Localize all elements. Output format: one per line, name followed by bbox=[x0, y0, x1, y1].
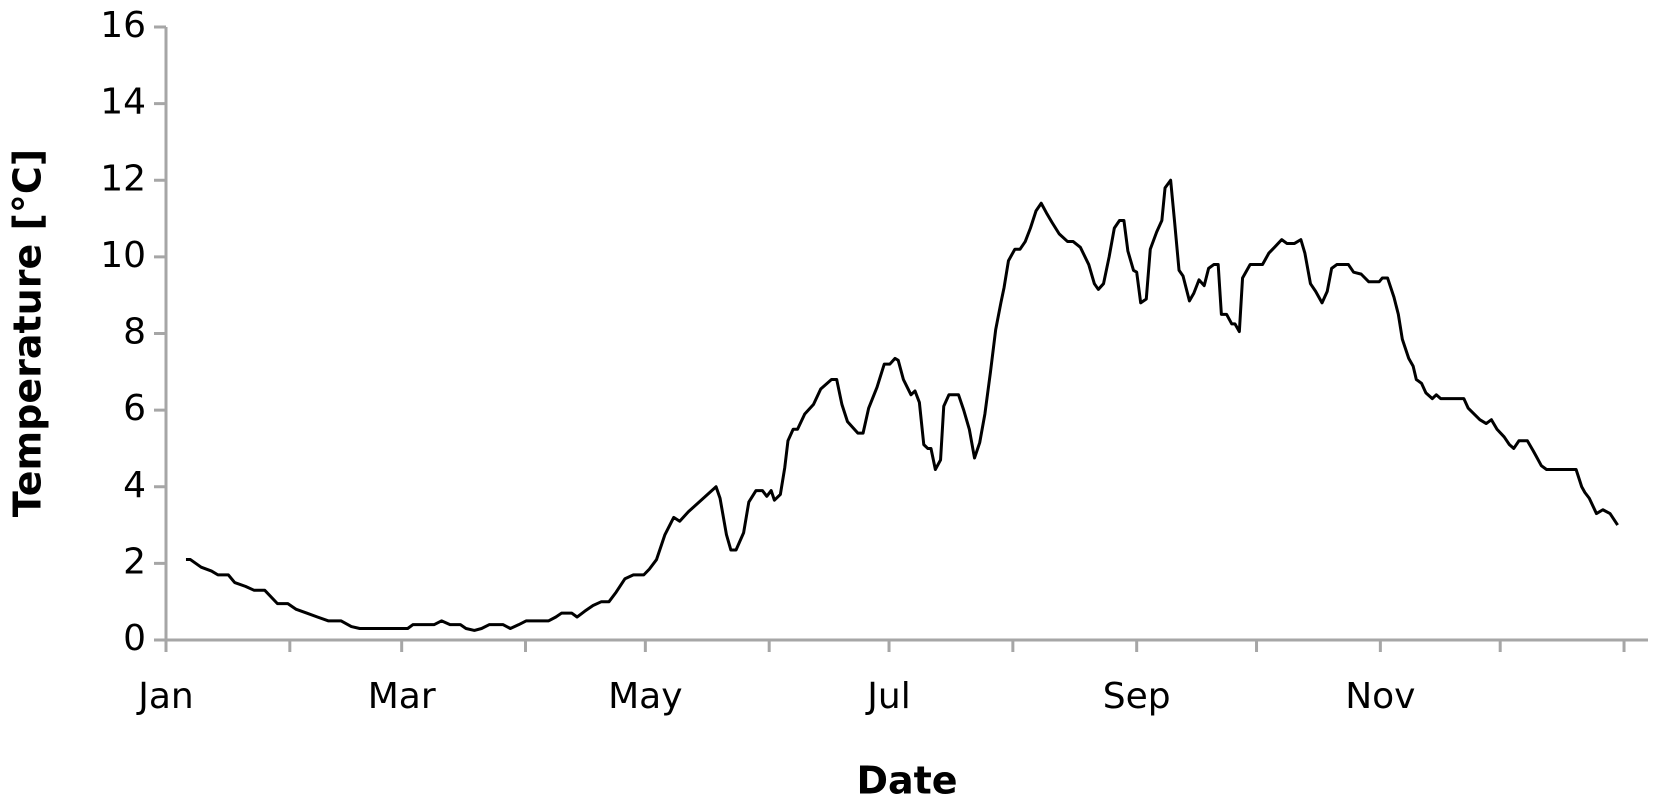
y-tick-label: 8 bbox=[123, 312, 146, 353]
y-tick-label: 10 bbox=[100, 235, 146, 276]
y-tick-label: 12 bbox=[100, 158, 146, 199]
x-tick-label: May bbox=[608, 676, 682, 717]
x-tick-label: Mar bbox=[368, 676, 436, 717]
x-tick-label: Jan bbox=[136, 676, 194, 717]
x-tick-label: Sep bbox=[1103, 676, 1171, 717]
x-tick-label: Jul bbox=[865, 676, 910, 717]
y-tick-label: 4 bbox=[123, 465, 146, 506]
y-axis-title: Temperature [°C] bbox=[6, 149, 50, 517]
y-tick-label: 16 bbox=[100, 5, 146, 46]
line bbox=[185, 178, 1619, 632]
y-tick-label: 6 bbox=[123, 388, 146, 429]
y-tick-label: 2 bbox=[123, 541, 146, 582]
x-axis-title: Date bbox=[856, 759, 957, 803]
x-tick-label: Nov bbox=[1345, 676, 1415, 717]
y-tick-label: 0 bbox=[123, 618, 146, 659]
y-tick-label: 14 bbox=[100, 82, 146, 123]
